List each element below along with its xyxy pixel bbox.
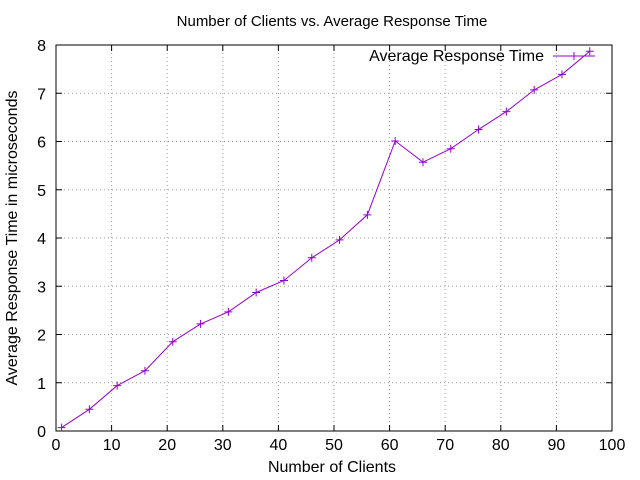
x-axis-title: Number of Clients [268, 459, 396, 476]
x-tick-label: 0 [52, 437, 61, 454]
data-point-marker [474, 125, 483, 134]
plot-frame [55, 44, 613, 432]
data-point-marker [557, 70, 566, 79]
x-tick-label: 20 [158, 437, 176, 454]
tick-labels: 0 10 20 30 40 50 60 70 80 90 100 0 1 2 3 4 5 6 7 8 [37, 38, 625, 454]
data-point-marker [224, 307, 233, 316]
series-layer [57, 47, 594, 432]
data-point-marker [113, 381, 122, 390]
y-tick-label: 8 [37, 38, 46, 55]
data-point-marker [196, 319, 205, 328]
data-point-marker [418, 158, 427, 167]
data-point-marker [391, 137, 400, 146]
data-point-marker [446, 144, 455, 153]
data-point-marker [307, 253, 316, 262]
x-tick-label: 90 [548, 437, 566, 454]
x-tick-label: 70 [436, 437, 454, 454]
data-point-marker [168, 337, 177, 346]
data-point-marker [140, 366, 149, 375]
x-tick-label: 100 [599, 437, 626, 454]
data-point-marker [530, 85, 539, 94]
legend-marker [570, 52, 578, 60]
legend-label: Average Response Time [369, 48, 544, 65]
data-point-marker [363, 210, 372, 219]
data-point-marker [252, 288, 261, 297]
series-line [61, 50, 591, 429]
data-point-marker [585, 47, 594, 56]
x-tick-label: 60 [381, 437, 399, 454]
grid [56, 45, 612, 431]
data-point-marker [57, 423, 66, 432]
data-point-marker [335, 235, 344, 244]
x-tick-label: 40 [270, 437, 288, 454]
x-tick-label: 50 [325, 437, 343, 454]
data-point-marker [279, 276, 288, 285]
x-tick-label: 30 [214, 437, 232, 454]
y-tick-label: 0 [37, 424, 46, 441]
x-tick-label: 80 [492, 437, 510, 454]
y-tick-label: 1 [37, 376, 46, 393]
y-tick-label: 5 [37, 183, 46, 200]
y-tick-label: 6 [37, 135, 46, 152]
data-point-marker [502, 107, 511, 116]
chart-title: Number of Clients vs. Average Response T… [177, 13, 488, 30]
y-tick-label: 4 [37, 231, 46, 248]
y-tick-label: 7 [37, 86, 46, 103]
data-point-marker [85, 405, 94, 414]
y-tick-label: 3 [37, 279, 46, 296]
y-tick-label: 2 [37, 328, 46, 345]
y-axis-title: Average Response Time in microseconds [4, 91, 21, 386]
x-tick-label: 10 [103, 437, 121, 454]
legend: Average Response Time [369, 48, 595, 65]
